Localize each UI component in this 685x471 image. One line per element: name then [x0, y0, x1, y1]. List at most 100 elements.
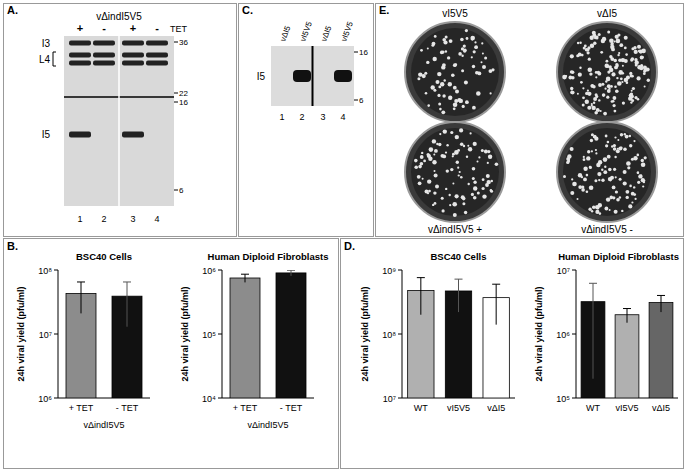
y-tick-label: 10⁵ [202, 330, 216, 340]
plaque [619, 178, 622, 181]
plaque [646, 67, 650, 71]
lane-divider [312, 46, 314, 106]
plaque [481, 42, 483, 44]
y-tick-label: 10⁵ [556, 394, 570, 404]
error-bar [623, 309, 631, 323]
plaque [625, 135, 629, 139]
plaque [441, 197, 444, 200]
x-axis-label: vΔindI5V5 [247, 420, 288, 430]
plaque [442, 209, 445, 212]
plaque [563, 175, 566, 178]
y-tick [572, 398, 576, 399]
plaque [637, 172, 639, 174]
plaque [607, 141, 610, 144]
plaque [596, 163, 600, 167]
plaque [592, 206, 596, 210]
plaque [640, 175, 642, 177]
plaque [420, 49, 423, 52]
plaque [598, 203, 602, 207]
plaque [447, 56, 450, 59]
chart: 10⁵10⁶10⁷WTvI5V5vΔI524h viral yield (pfu… [534, 251, 679, 413]
panel-label: B. [7, 240, 18, 252]
plaque [611, 100, 614, 103]
plaque [609, 55, 612, 58]
plaque [603, 170, 607, 174]
plaque [637, 65, 641, 69]
plaque [634, 50, 638, 54]
plaque [593, 135, 597, 139]
plaque [598, 33, 601, 36]
plaque [593, 102, 595, 104]
plaque [420, 155, 424, 159]
plaque [631, 90, 633, 92]
mw-marker: 16 [179, 98, 188, 107]
plaque [434, 173, 438, 177]
plaque [615, 90, 619, 94]
plaque [427, 179, 431, 183]
plaque [481, 149, 484, 152]
plaque [570, 191, 574, 195]
plaque [595, 76, 597, 78]
lane-label: - [155, 22, 159, 34]
lane-label: vΔI5 [278, 24, 292, 43]
plaque [592, 106, 596, 110]
plaque [452, 202, 457, 207]
plaque [619, 43, 623, 47]
chart-title: Human Diploid Fibroblasts [208, 251, 329, 262]
plaque [448, 96, 452, 100]
plaque [461, 195, 465, 199]
plaque [624, 78, 628, 82]
y-tick [218, 270, 222, 271]
plaque [615, 190, 618, 193]
plaque [587, 106, 591, 110]
y-tick-label: 10⁹ [382, 266, 396, 276]
plaque [474, 41, 476, 43]
plaque [431, 85, 435, 89]
plaque [473, 50, 476, 53]
y-tick-label: 10⁷ [557, 266, 570, 276]
blot-membrane [271, 46, 354, 106]
bar [276, 273, 306, 398]
marker-tick [174, 190, 178, 191]
band [93, 53, 115, 58]
error-line [458, 279, 459, 312]
plaque [453, 63, 457, 67]
plaque [590, 44, 594, 48]
plaque [614, 86, 617, 89]
plaque [643, 181, 645, 183]
plate [405, 22, 505, 122]
panel-frame [341, 239, 684, 469]
plaque [595, 152, 597, 154]
plaque [414, 166, 418, 170]
plaque [470, 132, 472, 134]
plaque [580, 81, 583, 84]
y-tick-label: 10⁷ [39, 330, 52, 340]
x-tick-label: WT [586, 403, 600, 413]
lane-label: + [77, 22, 83, 34]
plaque [441, 110, 445, 114]
plaque [587, 90, 589, 92]
plaque [460, 38, 464, 42]
y-tick [218, 398, 222, 399]
plaque [471, 193, 474, 196]
plaque [611, 72, 615, 76]
plaque [425, 92, 428, 95]
plaque [583, 158, 586, 161]
plaque [586, 174, 589, 177]
panel-label: C. [242, 4, 253, 16]
plaque [435, 185, 439, 189]
plaque [620, 133, 623, 136]
plaque [461, 55, 463, 57]
plaque [474, 45, 478, 49]
plaque [442, 94, 445, 97]
plaque [570, 147, 574, 151]
y-tick-label: 10⁶ [202, 266, 216, 276]
plaque [629, 72, 632, 75]
plaque [486, 174, 490, 178]
y-tick-label: 10⁴ [202, 394, 216, 404]
error-line [420, 278, 421, 315]
panel-frame [239, 4, 374, 237]
plaque [605, 88, 607, 90]
plaque [628, 96, 632, 100]
chart: 10⁴10⁵10⁶+ TET- TETvΔindI5V524h viral yi… [180, 251, 328, 430]
